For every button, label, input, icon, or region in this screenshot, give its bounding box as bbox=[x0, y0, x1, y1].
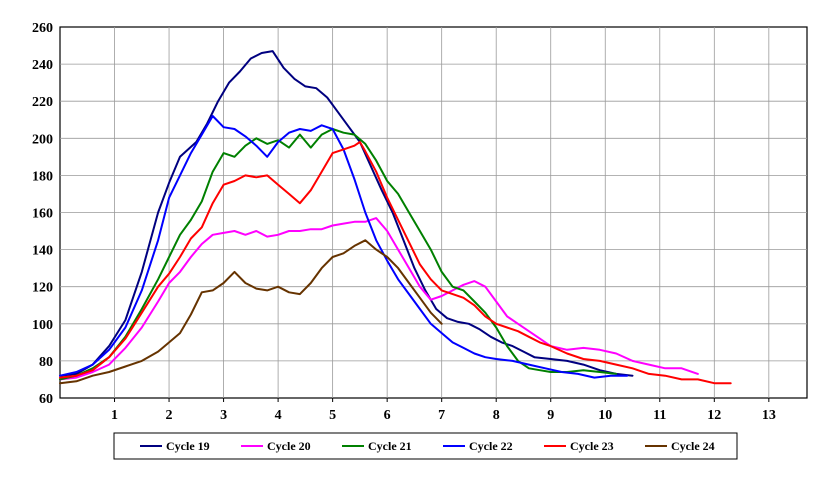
y-tick-label: 120 bbox=[32, 281, 53, 296]
series-line-cycle-24 bbox=[59, 239, 443, 385]
legend-label: Cycle 24 bbox=[671, 439, 715, 453]
y-tick-label: 260 bbox=[32, 21, 53, 36]
legend-label: Cycle 20 bbox=[267, 439, 311, 453]
series-line-cycle-21 bbox=[59, 128, 618, 381]
x-tick-label: 13 bbox=[762, 408, 776, 423]
x-tick-label: 12 bbox=[707, 408, 721, 423]
x-tick-label: 5 bbox=[329, 408, 336, 423]
y-tick-label: 200 bbox=[32, 132, 53, 147]
y-tick-label: 80 bbox=[39, 355, 53, 370]
x-tick-label: 9 bbox=[547, 408, 554, 423]
x-tick-label: 2 bbox=[166, 408, 173, 423]
legend-label: Cycle 19 bbox=[166, 439, 210, 453]
legend: Cycle 19 Cycle 20 Cycle 21 Cycle 22 Cycle 23… bbox=[113, 432, 738, 460]
y-tick-label: 100 bbox=[32, 318, 53, 333]
y-tick-label: 220 bbox=[32, 95, 53, 110]
x-tick-label: 6 bbox=[384, 408, 391, 423]
y-tick-label: 60 bbox=[39, 392, 53, 407]
x-tick-label: 8 bbox=[493, 408, 500, 423]
series-line-cycle-22 bbox=[59, 115, 629, 379]
legend-label: Cycle 23 bbox=[570, 439, 614, 453]
legend-box bbox=[113, 432, 738, 460]
x-tick-label: 11 bbox=[653, 408, 666, 423]
series-line-cycle-23 bbox=[59, 141, 732, 385]
y-tick-label: 240 bbox=[32, 58, 53, 73]
x-tick-label: 3 bbox=[220, 408, 227, 423]
x-tick-label: 1 bbox=[111, 408, 118, 423]
series-lines bbox=[59, 50, 732, 385]
series-line-cycle-19 bbox=[59, 50, 634, 377]
legend-label: Cycle 22 bbox=[469, 439, 513, 453]
legend-label: Cycle 21 bbox=[368, 439, 412, 453]
x-tick-label: 4 bbox=[275, 408, 282, 423]
y-tick-label: 160 bbox=[32, 207, 53, 222]
y-tick-label: 140 bbox=[32, 244, 53, 259]
x-tick-label: 10 bbox=[598, 408, 612, 423]
series-line-cycle-20 bbox=[59, 217, 699, 381]
x-tick-label: 7 bbox=[438, 408, 445, 423]
y-tick-label: 180 bbox=[32, 169, 53, 184]
grid-lines bbox=[60, 27, 807, 398]
